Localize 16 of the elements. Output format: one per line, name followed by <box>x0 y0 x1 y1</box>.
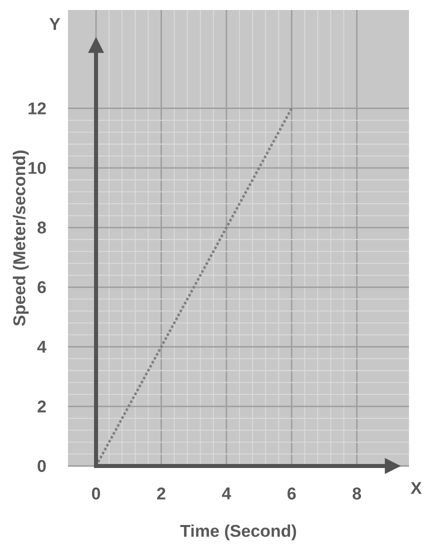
x-tick-label: 4 <box>222 488 231 500</box>
x-tick-label: 0 <box>92 488 100 500</box>
text: Y <box>49 18 60 30</box>
y-tick-label: 4 <box>37 340 46 353</box>
y-axis-title: Speed (Meter/second) <box>12 150 29 326</box>
y-tick-label: 0 <box>38 460 46 472</box>
y-tick-label: 6 <box>38 281 46 294</box>
x-tick-label: 2 <box>157 488 166 500</box>
x-tick-label: 8 <box>352 488 361 500</box>
x-tick-label: 6 <box>287 488 296 500</box>
y-tick-label: 12 <box>28 102 46 114</box>
text: X <box>410 482 422 494</box>
y-tick-label: 2 <box>38 400 46 412</box>
x-axis-title: Time (Second) <box>180 524 296 540</box>
y-tick-label: 10 <box>28 162 46 174</box>
y-tick-label: 8 <box>37 222 46 234</box>
